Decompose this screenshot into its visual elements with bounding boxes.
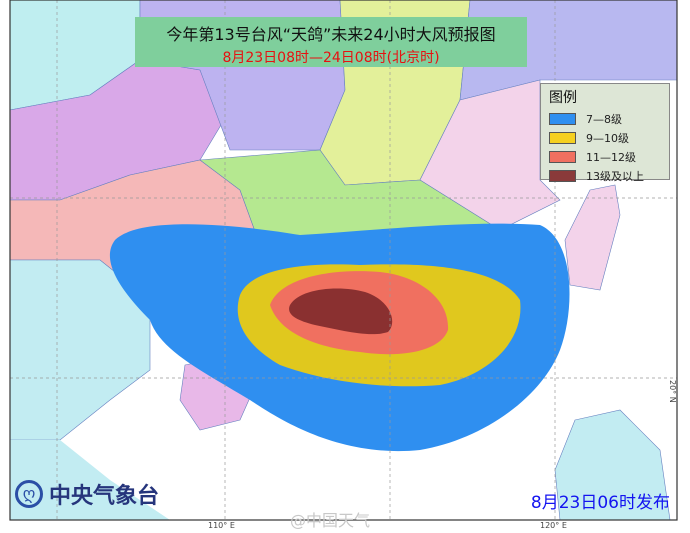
organization-name: 中央气象台 [49,484,160,509]
region-taiwan [564,184,621,291]
legend-label: 7—8级 [586,112,622,126]
legend-label: 11—12级 [586,150,636,164]
legend-item-9-10: 9—10级 [549,128,669,147]
issued-time: 8月23日06时发布 [530,493,670,513]
title-box: 今年第13号台风“天鸽”未来24小时大风预报图 8月23日08时—24日08时(… [135,17,527,67]
legend-label: 9—10级 [586,131,629,145]
organization-logo-block: ღ 中央气象台 [15,478,159,510]
tick-label-110e: 110° E [208,521,235,530]
legend-label: 13级及以上 [586,169,644,183]
legend-title: 图例 [549,90,577,106]
legend-swatch [549,112,576,125]
legend: 图例 7—8级 9—10级 11—12级 13级及以上 [540,83,670,183]
legend-swatch [549,169,576,182]
watermark: @中国天气 [290,511,371,530]
legend-item-7-8: 7—8级 [549,109,669,128]
map-title: 今年第13号台风“天鸽”未来24小时大风预报图 [166,25,496,44]
wind-zone-13-plus [289,288,393,335]
legend-item-13-plus: 13级及以上 [549,166,669,185]
tick-label-20n: 20° N [668,380,677,403]
region-south-land [10,440,170,520]
tick-label-120e: 120° E [540,521,567,530]
legend-swatch [549,131,576,144]
cma-logo-icon: ღ [15,480,43,508]
legend-item-11-12: 11—12级 [549,147,669,166]
map-subtitle: 8月23日08时—24日08时(北京时) [222,50,440,66]
legend-swatch [549,150,576,163]
map-frame [9,0,678,521]
